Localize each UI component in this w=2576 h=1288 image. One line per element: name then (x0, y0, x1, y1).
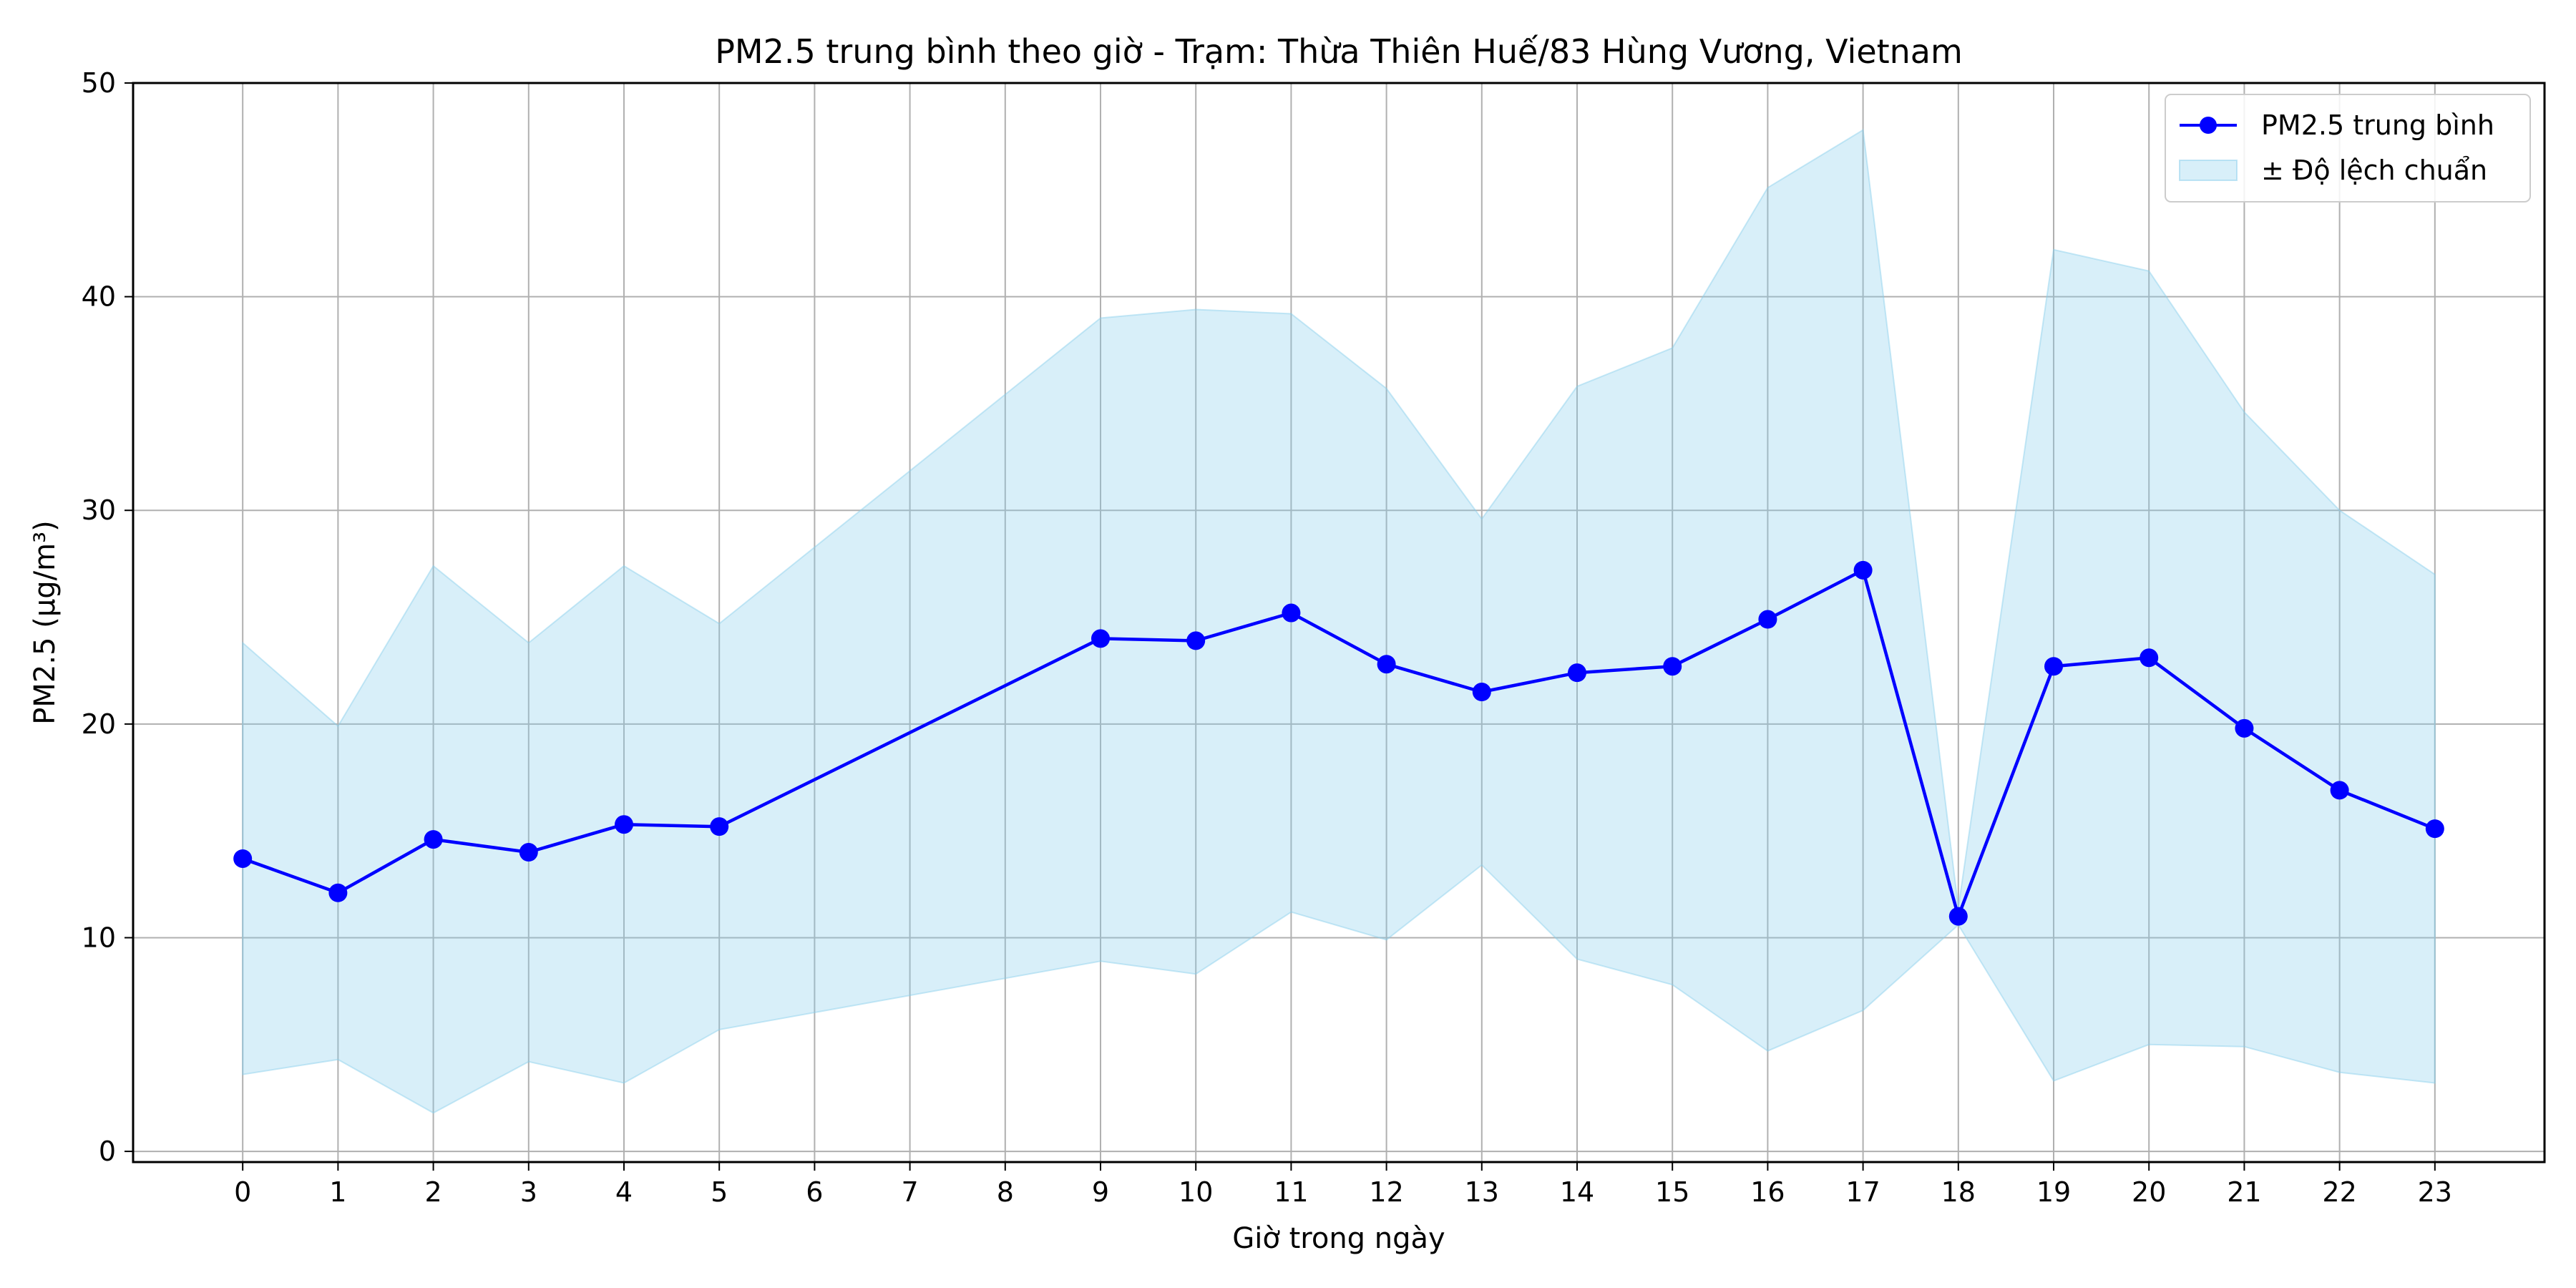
data-point (1663, 657, 1682, 675)
y-axis-label: PM2.5 (µg/m³) (29, 520, 62, 725)
x-tick-label: 3 (520, 1176, 537, 1208)
data-point (1949, 907, 1968, 926)
data-point (2044, 657, 2063, 675)
data-point (1854, 561, 1873, 580)
data-point (2235, 719, 2253, 738)
data-point (2331, 781, 2349, 799)
y-tick-label: 50 (82, 67, 116, 99)
data-point (233, 849, 252, 868)
data-point (1091, 629, 1110, 648)
x-tick-label: 23 (2418, 1176, 2452, 1208)
x-tick-label: 10 (1179, 1176, 1213, 1208)
x-tick-label: 21 (2227, 1176, 2261, 1208)
x-tick-label: 7 (901, 1176, 918, 1208)
data-point (1473, 683, 1491, 701)
x-tick-label: 20 (2132, 1176, 2166, 1208)
x-tick-label: 17 (1845, 1176, 1880, 1208)
x-tick-label: 14 (1560, 1176, 1594, 1208)
x-axis-label: Giờ trong ngày (1232, 1222, 1445, 1255)
x-tick-label: 19 (2036, 1176, 2071, 1208)
data-point (519, 843, 538, 862)
x-tick-label: 12 (1369, 1176, 1403, 1208)
x-tick-label: 11 (1274, 1176, 1308, 1208)
data-point (1568, 663, 1586, 682)
x-tick-label: 9 (1092, 1176, 1109, 1208)
y-tick-label: 30 (82, 494, 116, 526)
x-tick-label: 2 (424, 1176, 441, 1208)
legend-marker-swatch (2200, 117, 2217, 134)
y-tick-label: 10 (82, 922, 116, 953)
data-point (1282, 604, 1300, 623)
y-tick-label: 20 (82, 708, 116, 740)
data-point (1377, 655, 1396, 673)
legend-label-std: ± Độ lệch chuẩn (2261, 155, 2487, 186)
x-tick-label: 8 (997, 1176, 1014, 1208)
legend: PM2.5 trung bình ± Độ lệch chuẩn (2165, 94, 2530, 202)
x-tick-label: 22 (2322, 1176, 2356, 1208)
x-tick-label: 18 (1941, 1176, 1976, 1208)
x-tick-label: 0 (234, 1176, 251, 1208)
x-tick-label: 15 (1655, 1176, 1689, 1208)
legend-label-mean: PM2.5 trung bình (2261, 109, 2494, 141)
data-point (328, 884, 347, 902)
data-point (1186, 631, 1205, 650)
data-point (2140, 648, 2158, 667)
data-point (710, 817, 728, 836)
data-point (424, 830, 443, 849)
legend-band-swatch (2180, 160, 2237, 180)
x-tick-label: 6 (806, 1176, 823, 1208)
x-tick-label: 4 (615, 1176, 633, 1208)
chart-title: PM2.5 trung bình theo giờ - Trạm: Thừa T… (715, 32, 1963, 71)
data-point (615, 815, 633, 834)
x-tick-label: 1 (329, 1176, 346, 1208)
data-point (2426, 819, 2444, 838)
y-tick-label: 40 (82, 281, 116, 313)
y-tick-label: 0 (99, 1136, 116, 1167)
x-tick-label: 13 (1465, 1176, 1499, 1208)
x-tick-label: 5 (711, 1176, 728, 1208)
data-point (1758, 610, 1777, 629)
x-tick-label: 16 (1750, 1176, 1785, 1208)
